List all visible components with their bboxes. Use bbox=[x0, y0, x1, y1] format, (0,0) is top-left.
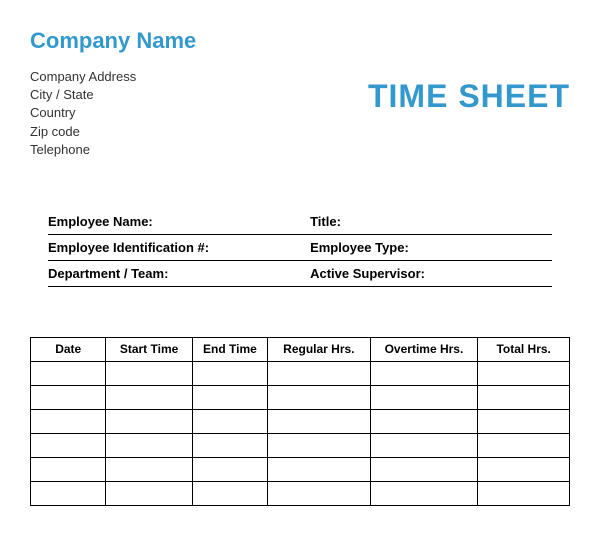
header-row: Company Name Company Address City / Stat… bbox=[30, 28, 570, 159]
cell[interactable] bbox=[268, 481, 370, 505]
address-line-3: Zip code bbox=[30, 123, 196, 141]
info-label-supervisor: Active Supervisor: bbox=[310, 266, 552, 281]
info-label-title: Title: bbox=[310, 214, 552, 229]
cell[interactable] bbox=[192, 481, 267, 505]
cell[interactable] bbox=[478, 361, 570, 385]
info-row: Department / Team: Active Supervisor: bbox=[48, 261, 552, 287]
cell[interactable] bbox=[106, 385, 192, 409]
col-header-total-hrs: Total Hrs. bbox=[478, 337, 570, 361]
col-header-overtime-hrs: Overtime Hrs. bbox=[370, 337, 478, 361]
cell[interactable] bbox=[370, 409, 478, 433]
cell[interactable] bbox=[106, 361, 192, 385]
employee-info-block: Employee Name: Title: Employee Identific… bbox=[48, 209, 552, 287]
company-name: Company Name bbox=[30, 28, 196, 54]
cell[interactable] bbox=[370, 457, 478, 481]
cell[interactable] bbox=[268, 457, 370, 481]
table-row bbox=[31, 481, 570, 505]
table-row bbox=[31, 433, 570, 457]
table-row bbox=[31, 361, 570, 385]
cell[interactable] bbox=[478, 409, 570, 433]
cell[interactable] bbox=[31, 409, 106, 433]
cell[interactable] bbox=[478, 385, 570, 409]
table-body bbox=[31, 361, 570, 505]
cell[interactable] bbox=[192, 433, 267, 457]
cell[interactable] bbox=[31, 385, 106, 409]
address-line-0: Company Address bbox=[30, 68, 196, 86]
cell[interactable] bbox=[31, 457, 106, 481]
cell[interactable] bbox=[268, 409, 370, 433]
cell[interactable] bbox=[106, 433, 192, 457]
cell[interactable] bbox=[31, 433, 106, 457]
sheet-title: TIME SHEET bbox=[368, 78, 570, 115]
info-label-employee-type: Employee Type: bbox=[310, 240, 552, 255]
cell[interactable] bbox=[370, 481, 478, 505]
cell[interactable] bbox=[478, 433, 570, 457]
cell[interactable] bbox=[192, 385, 267, 409]
cell[interactable] bbox=[106, 457, 192, 481]
address-line-1: City / State bbox=[30, 86, 196, 104]
cell[interactable] bbox=[192, 409, 267, 433]
time-table: Date Start Time End Time Regular Hrs. Ov… bbox=[30, 337, 570, 506]
col-header-end-time: End Time bbox=[192, 337, 267, 361]
cell[interactable] bbox=[478, 481, 570, 505]
cell[interactable] bbox=[106, 481, 192, 505]
cell[interactable] bbox=[31, 361, 106, 385]
address-line-4: Telephone bbox=[30, 141, 196, 159]
address-line-2: Country bbox=[30, 104, 196, 122]
cell[interactable] bbox=[268, 433, 370, 457]
table-row bbox=[31, 385, 570, 409]
table-header-row: Date Start Time End Time Regular Hrs. Ov… bbox=[31, 337, 570, 361]
info-label-employee-name: Employee Name: bbox=[48, 214, 310, 229]
cell[interactable] bbox=[478, 457, 570, 481]
cell[interactable] bbox=[370, 433, 478, 457]
table-row bbox=[31, 457, 570, 481]
cell[interactable] bbox=[370, 361, 478, 385]
cell[interactable] bbox=[31, 481, 106, 505]
cell[interactable] bbox=[106, 409, 192, 433]
cell[interactable] bbox=[370, 385, 478, 409]
cell[interactable] bbox=[268, 385, 370, 409]
col-header-regular-hrs: Regular Hrs. bbox=[268, 337, 370, 361]
company-block: Company Name Company Address City / Stat… bbox=[30, 28, 196, 159]
cell[interactable] bbox=[268, 361, 370, 385]
info-row: Employee Name: Title: bbox=[48, 209, 552, 235]
col-header-start-time: Start Time bbox=[106, 337, 192, 361]
info-label-department: Department / Team: bbox=[48, 266, 310, 281]
info-row: Employee Identification #: Employee Type… bbox=[48, 235, 552, 261]
col-header-date: Date bbox=[31, 337, 106, 361]
cell[interactable] bbox=[192, 457, 267, 481]
table-row bbox=[31, 409, 570, 433]
info-label-employee-id: Employee Identification #: bbox=[48, 240, 310, 255]
cell[interactable] bbox=[192, 361, 267, 385]
